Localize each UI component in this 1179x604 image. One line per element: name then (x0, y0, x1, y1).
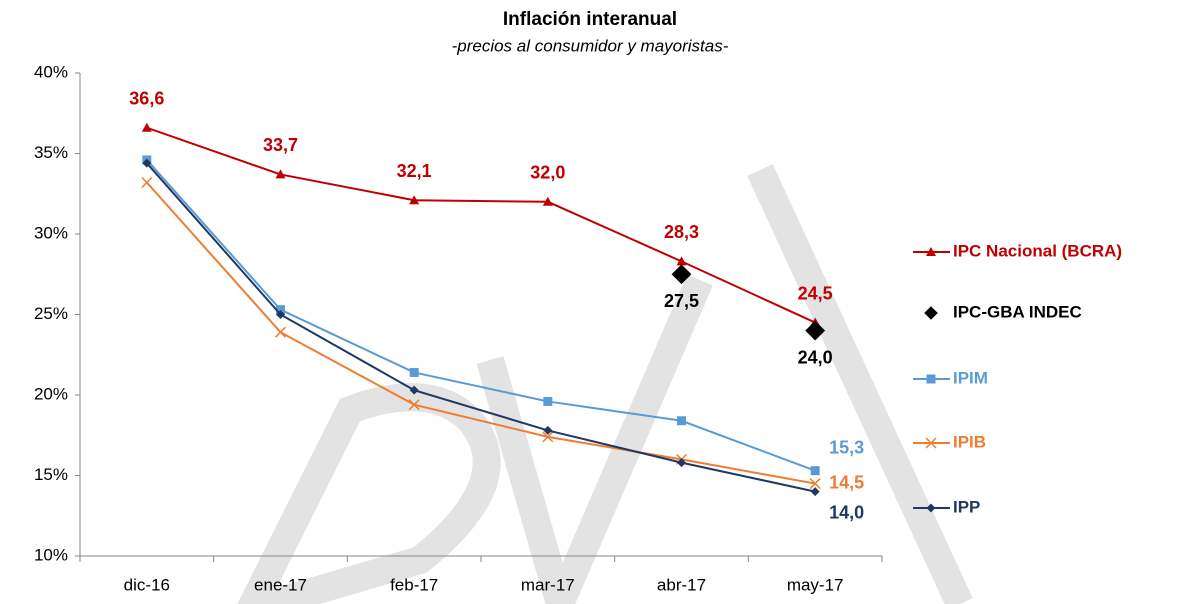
marker (809, 478, 821, 490)
marker (671, 264, 692, 285)
series-line (146, 181, 816, 485)
marker (409, 385, 419, 395)
marker (275, 169, 286, 179)
marker (543, 425, 553, 435)
y-tick-label: 20% (34, 384, 68, 403)
marker (409, 195, 420, 205)
marker (542, 196, 553, 206)
legend-label: IPC Nacional (BCRA) (953, 241, 1122, 260)
legend-label: IPC-GBA INDEC (953, 302, 1082, 321)
data-label: 24,5 (798, 283, 833, 303)
marker (276, 305, 285, 315)
data-label: 36,6 (129, 88, 164, 108)
data-label: 32,1 (397, 161, 432, 181)
data-label: 24,0 (798, 347, 833, 367)
y-tick-label: 30% (34, 223, 68, 242)
marker (810, 487, 820, 497)
y-tick-label: 35% (34, 143, 68, 162)
marker (810, 466, 820, 476)
x-tick-label: may-17 (787, 575, 844, 594)
series-line (146, 162, 816, 493)
marker (925, 437, 937, 449)
data-label: 28,3 (664, 222, 699, 242)
marker (805, 320, 826, 341)
watermark (237, 164, 973, 604)
chart-title: Inflación interanual (503, 9, 677, 30)
marker (274, 326, 287, 338)
marker (141, 176, 153, 189)
marker (543, 396, 553, 406)
series-line (146, 126, 816, 324)
watermark-v1 (476, 356, 574, 604)
y-tick-label: 40% (34, 62, 68, 81)
marker (142, 158, 152, 168)
series-line (146, 159, 816, 472)
data-label: 27,5 (664, 291, 699, 311)
watermark-v2 (547, 274, 713, 604)
marker (276, 310, 285, 319)
x-tick-label: mar-17 (521, 575, 575, 594)
marker (542, 431, 554, 443)
y-tick-label: 10% (34, 545, 68, 564)
data-label: 14,0 (829, 502, 864, 522)
x-tick-label: dic-16 (124, 575, 170, 594)
x-tick-label: feb-17 (390, 575, 438, 594)
legend-label: IPIB (953, 432, 986, 451)
marker (926, 503, 936, 513)
marker (676, 256, 687, 266)
marker (408, 399, 420, 411)
legend-label: IPIM (953, 368, 988, 387)
marker (141, 122, 152, 132)
data-label: 33,7 (263, 135, 298, 155)
x-tick-label: abr-17 (657, 575, 706, 594)
watermark-a (747, 164, 973, 604)
marker (926, 247, 936, 256)
data-label: 32,0 (530, 163, 565, 183)
watermark-d (237, 383, 501, 604)
chart-subtitle: -precios al consumidor y mayoristas- (452, 36, 729, 55)
legend-label: IPP (953, 497, 980, 516)
marker (677, 458, 686, 468)
y-tick-label: 15% (34, 465, 68, 484)
x-tick-label: ene-17 (254, 575, 307, 594)
data-label: 14,5 (829, 472, 864, 492)
y-tick-label: 25% (34, 304, 68, 323)
marker (409, 367, 419, 377)
marker (924, 306, 938, 320)
data-label: 15,3 (829, 437, 864, 457)
marker (677, 416, 686, 426)
marker (926, 374, 936, 384)
